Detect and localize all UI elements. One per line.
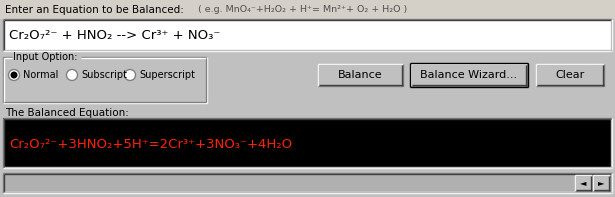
Bar <box>411 64 527 86</box>
Bar <box>5 175 610 191</box>
Circle shape <box>124 70 135 81</box>
Bar <box>0 0 615 19</box>
Text: Superscript: Superscript <box>139 70 195 80</box>
Text: Clear: Clear <box>555 70 585 80</box>
Text: ►: ► <box>598 178 605 188</box>
Bar <box>536 64 604 86</box>
Bar <box>3 118 612 168</box>
Bar <box>3 57 207 103</box>
Bar <box>593 175 610 191</box>
Text: Normal: Normal <box>23 70 58 80</box>
Bar <box>3 19 612 51</box>
Text: Cr₂O₇²⁻ + HNO₂ --> Cr³⁺ + NO₃⁻: Cr₂O₇²⁻ + HNO₂ --> Cr³⁺ + NO₃⁻ <box>9 29 220 42</box>
Text: Enter an Equation to be Balanced:: Enter an Equation to be Balanced: <box>5 5 184 15</box>
Text: Input Option:: Input Option: <box>13 52 77 62</box>
Text: Balance Wizard...: Balance Wizard... <box>421 70 518 80</box>
Bar <box>3 173 612 193</box>
Circle shape <box>66 70 77 81</box>
Text: The Balanced Equation:: The Balanced Equation: <box>5 108 129 118</box>
Circle shape <box>9 70 20 81</box>
Text: ( e.g. MnO₄⁻+H₂O₂ + H⁺= Mn²⁺+ O₂ + H₂O ): ( e.g. MnO₄⁻+H₂O₂ + H⁺= Mn²⁺+ O₂ + H₂O ) <box>198 5 407 14</box>
Bar <box>318 64 403 86</box>
Text: ◄: ◄ <box>580 178 587 188</box>
Circle shape <box>11 72 17 78</box>
Text: Subscript: Subscript <box>81 70 127 80</box>
Bar <box>575 175 592 191</box>
Text: Cr₂O₇²⁻+3HNO₂+5H⁺=2Cr³⁺+3NO₃⁻+4H₂O: Cr₂O₇²⁻+3HNO₂+5H⁺=2Cr³⁺+3NO₃⁻+4H₂O <box>9 138 292 151</box>
Text: Balance: Balance <box>338 70 383 80</box>
